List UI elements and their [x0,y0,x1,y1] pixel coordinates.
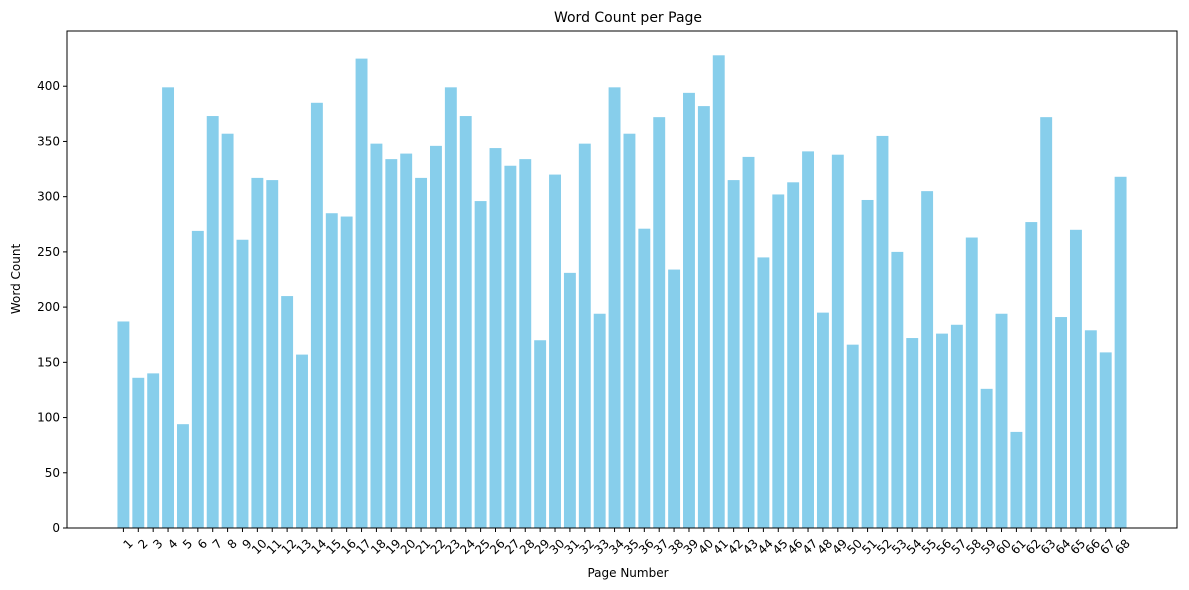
y-tick-label: 200 [37,300,60,314]
bar-page-15 [325,213,338,529]
bar-page-43 [742,156,755,528]
bar-page-12 [281,296,294,528]
bar-page-36 [638,228,651,528]
bar-page-56 [936,333,948,528]
x-axis-ticks: 1 2 3 4 5 6 7 8 91011121314151617181920212223242… [120,528,1133,557]
x-tick-label: 3 [150,536,165,551]
bar-page-61 [1010,431,1023,528]
bar-page-10 [251,177,264,528]
chart-title: Word Count per Page [554,10,702,26]
bar-page-60 [995,313,1008,528]
bar-page-32 [578,143,591,528]
bar-page-52 [876,135,889,529]
x-tick-label: 5 [180,536,195,551]
bar-page-54 [906,338,919,528]
bar-page-53 [891,251,904,528]
bar-page-24 [459,116,472,528]
bar-page-1 [117,321,130,528]
bar-page-18 [370,143,383,528]
bar-page-30 [549,174,561,528]
bars-group [117,55,1127,529]
x-tick-label: 2 [135,536,150,551]
bar-page-27 [504,165,517,529]
bar-page-63 [1040,117,1053,529]
bar-page-41 [712,55,725,529]
bar-page-68 [1114,176,1127,529]
y-tick-label: 100 [37,411,60,425]
y-tick-label: 0 [52,521,60,535]
bar-page-13 [296,354,308,528]
x-tick-label: 1 [120,536,135,551]
x-tick-label: 8 [225,536,240,551]
bar-page-9 [236,239,249,529]
bar-page-19 [385,159,398,528]
bar-page-16 [340,216,353,529]
bar-page-29 [534,340,547,528]
bar-page-64 [1055,317,1068,528]
bar-page-8 [221,133,234,528]
bar-page-34 [608,87,621,528]
bar-page-33 [593,313,606,528]
bar-page-50 [846,344,859,528]
bar-page-62 [1025,222,1038,528]
bar-page-5 [176,424,189,528]
bar-page-49 [831,154,844,528]
bar-page-39 [683,92,695,528]
bar-page-37 [653,117,666,529]
bar-page-35 [623,133,636,528]
y-tick-label: 150 [37,355,60,369]
x-axis-label: Page Number [587,566,668,580]
y-tick-label: 350 [37,134,60,148]
x-tick-label: 6 [195,536,210,551]
plot-frame [66,30,1178,529]
bar-page-51 [861,199,874,529]
bar-page-66 [1084,330,1097,528]
x-tick-label: 4 [165,536,180,551]
bar-page-26 [489,148,502,528]
bar-page-58 [965,237,978,528]
bar-page-14 [310,102,323,528]
bar-page-40 [697,106,710,528]
bar-page-23 [444,87,457,528]
bar-page-57 [950,324,963,528]
bar-page-7 [206,116,219,528]
bar-page-3 [147,373,160,528]
bar-page-6 [191,230,204,528]
x-tick-label: 68 [1112,536,1133,557]
bar-page-17 [355,58,368,529]
bar-page-38 [668,269,681,528]
bar-page-42 [727,180,740,528]
bar-page-48 [816,312,829,528]
bar-page-2 [132,377,145,528]
bar-page-28 [519,159,532,528]
bar-page-11 [266,180,279,528]
y-tick-label: 400 [37,79,60,93]
bar-page-22 [430,145,442,529]
y-axis-label: Word Count [9,244,23,315]
x-tick-label: 7 [210,536,225,551]
bar-page-25 [474,201,487,528]
bar-page-65 [1069,229,1082,529]
bar-page-44 [757,257,770,528]
bar-page-55 [921,191,934,528]
bar-page-59 [980,388,993,528]
bar-page-46 [787,182,800,528]
bar-page-67 [1099,352,1112,528]
y-axis-ticks: 0 50 100 150 200 250 300 350 400 [37,79,67,535]
bar-page-45 [772,194,785,528]
y-tick-label: 250 [37,245,60,259]
bar-page-47 [802,151,814,528]
bar-page-20 [400,153,413,528]
bar-page-31 [563,272,576,528]
bar-page-4 [162,87,175,528]
bar-page-21 [415,177,428,528]
y-tick-label: 50 [45,466,60,480]
y-tick-label: 300 [37,190,60,204]
